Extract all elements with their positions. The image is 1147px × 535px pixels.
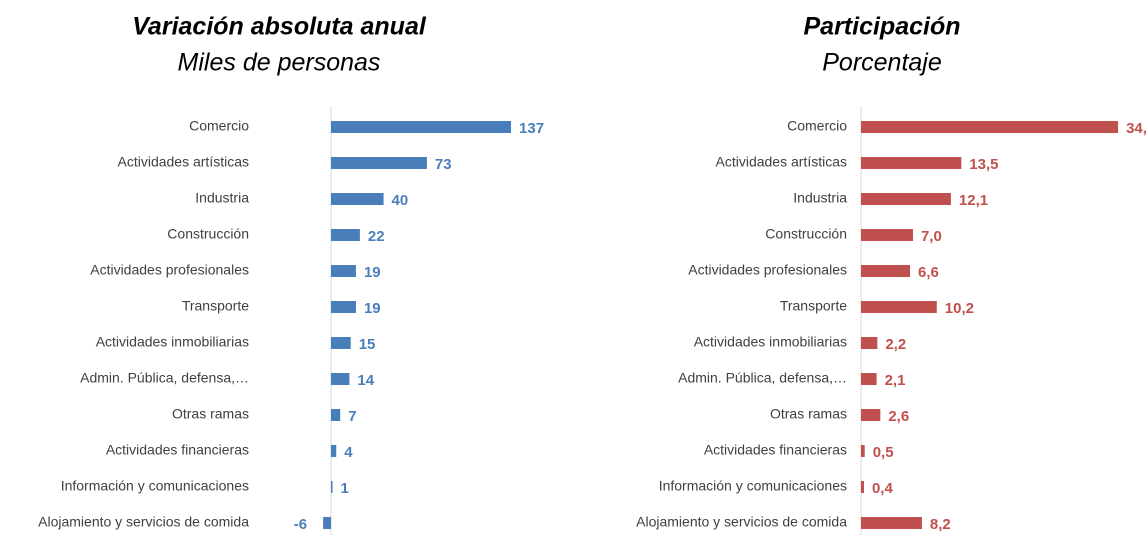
value-label: 0,4 xyxy=(872,480,894,497)
category-label: Admin. Pública, defensa,… xyxy=(80,370,249,386)
bar xyxy=(861,121,1119,133)
bar xyxy=(861,193,951,205)
bar xyxy=(861,229,914,241)
value-label: 12,1 xyxy=(959,192,988,209)
bar xyxy=(861,445,865,457)
chart-subtitle: Porcentaje xyxy=(822,49,942,77)
category-label: Transporte xyxy=(780,298,847,314)
bar xyxy=(331,409,341,421)
chart-subtitle: Miles de personas xyxy=(178,49,381,77)
category-label: Otras ramas xyxy=(770,406,847,422)
value-label: 6,6 xyxy=(918,264,939,281)
category-label: Actividades inmobiliarias xyxy=(694,334,847,350)
chart-title: Variación absoluta anual xyxy=(132,13,427,41)
value-label: 1 xyxy=(341,480,349,497)
bar xyxy=(861,481,864,493)
bar xyxy=(861,157,962,169)
category-label: Actividades artísticas xyxy=(118,154,250,170)
category-label: Actividades financieras xyxy=(704,442,847,458)
bar xyxy=(331,229,360,241)
bar xyxy=(331,373,350,385)
value-label: 8,2 xyxy=(930,516,951,533)
category-label: Alojamiento y servicios de comida xyxy=(636,514,847,530)
bar xyxy=(323,517,331,529)
bar xyxy=(331,445,337,457)
bar xyxy=(331,337,351,349)
value-label: 2,6 xyxy=(888,408,909,425)
category-label: Actividades inmobiliarias xyxy=(96,334,249,350)
bar xyxy=(861,373,877,385)
value-label: 7,0 xyxy=(921,228,942,245)
bar xyxy=(861,337,878,349)
bar xyxy=(331,301,356,313)
bar xyxy=(861,265,911,277)
category-label: Industria xyxy=(793,190,847,206)
chart-title: Participación xyxy=(804,13,961,41)
category-label: Actividades artísticas xyxy=(716,154,848,170)
value-label: 14 xyxy=(357,372,374,389)
value-label: 2,2 xyxy=(885,336,906,353)
value-label: 73 xyxy=(435,156,452,173)
category-label: Transporte xyxy=(182,298,249,314)
value-label: 0,5 xyxy=(873,444,894,461)
value-label: 22 xyxy=(368,228,385,245)
value-label: 40 xyxy=(392,192,409,209)
category-label: Alojamiento y servicios de comida xyxy=(38,514,249,530)
value-label: 10,2 xyxy=(945,300,974,317)
value-label: 34,6 xyxy=(1126,120,1147,137)
category-label: Construcción xyxy=(765,226,847,242)
category-label: Actividades financieras xyxy=(106,442,249,458)
bar xyxy=(331,265,356,277)
category-label: Comercio xyxy=(787,118,847,134)
bar xyxy=(331,193,384,205)
category-label: Actividades profesionales xyxy=(688,262,847,278)
category-label: Información y comunicaciones xyxy=(61,478,249,494)
category-label: Construcción xyxy=(167,226,249,242)
value-label: 4 xyxy=(344,444,353,461)
bar xyxy=(331,157,427,169)
value-label: -6 xyxy=(294,516,307,533)
value-label: 19 xyxy=(364,300,381,317)
category-label: Admin. Pública, defensa,… xyxy=(678,370,847,386)
category-label: Industria xyxy=(195,190,249,206)
value-label: 2,1 xyxy=(885,372,906,389)
value-label: 7 xyxy=(348,408,356,425)
category-label: Actividades profesionales xyxy=(90,262,249,278)
value-label: 13,5 xyxy=(969,156,998,173)
bar xyxy=(861,301,937,313)
bar xyxy=(861,409,881,421)
value-label: 15 xyxy=(359,336,376,353)
category-label: Otras ramas xyxy=(172,406,249,422)
bar xyxy=(331,121,512,133)
category-label: Información y comunicaciones xyxy=(659,478,847,494)
category-label: Comercio xyxy=(189,118,249,134)
value-label: 137 xyxy=(519,120,544,137)
value-label: 19 xyxy=(364,264,381,281)
bar xyxy=(861,517,922,529)
bar xyxy=(331,481,333,493)
